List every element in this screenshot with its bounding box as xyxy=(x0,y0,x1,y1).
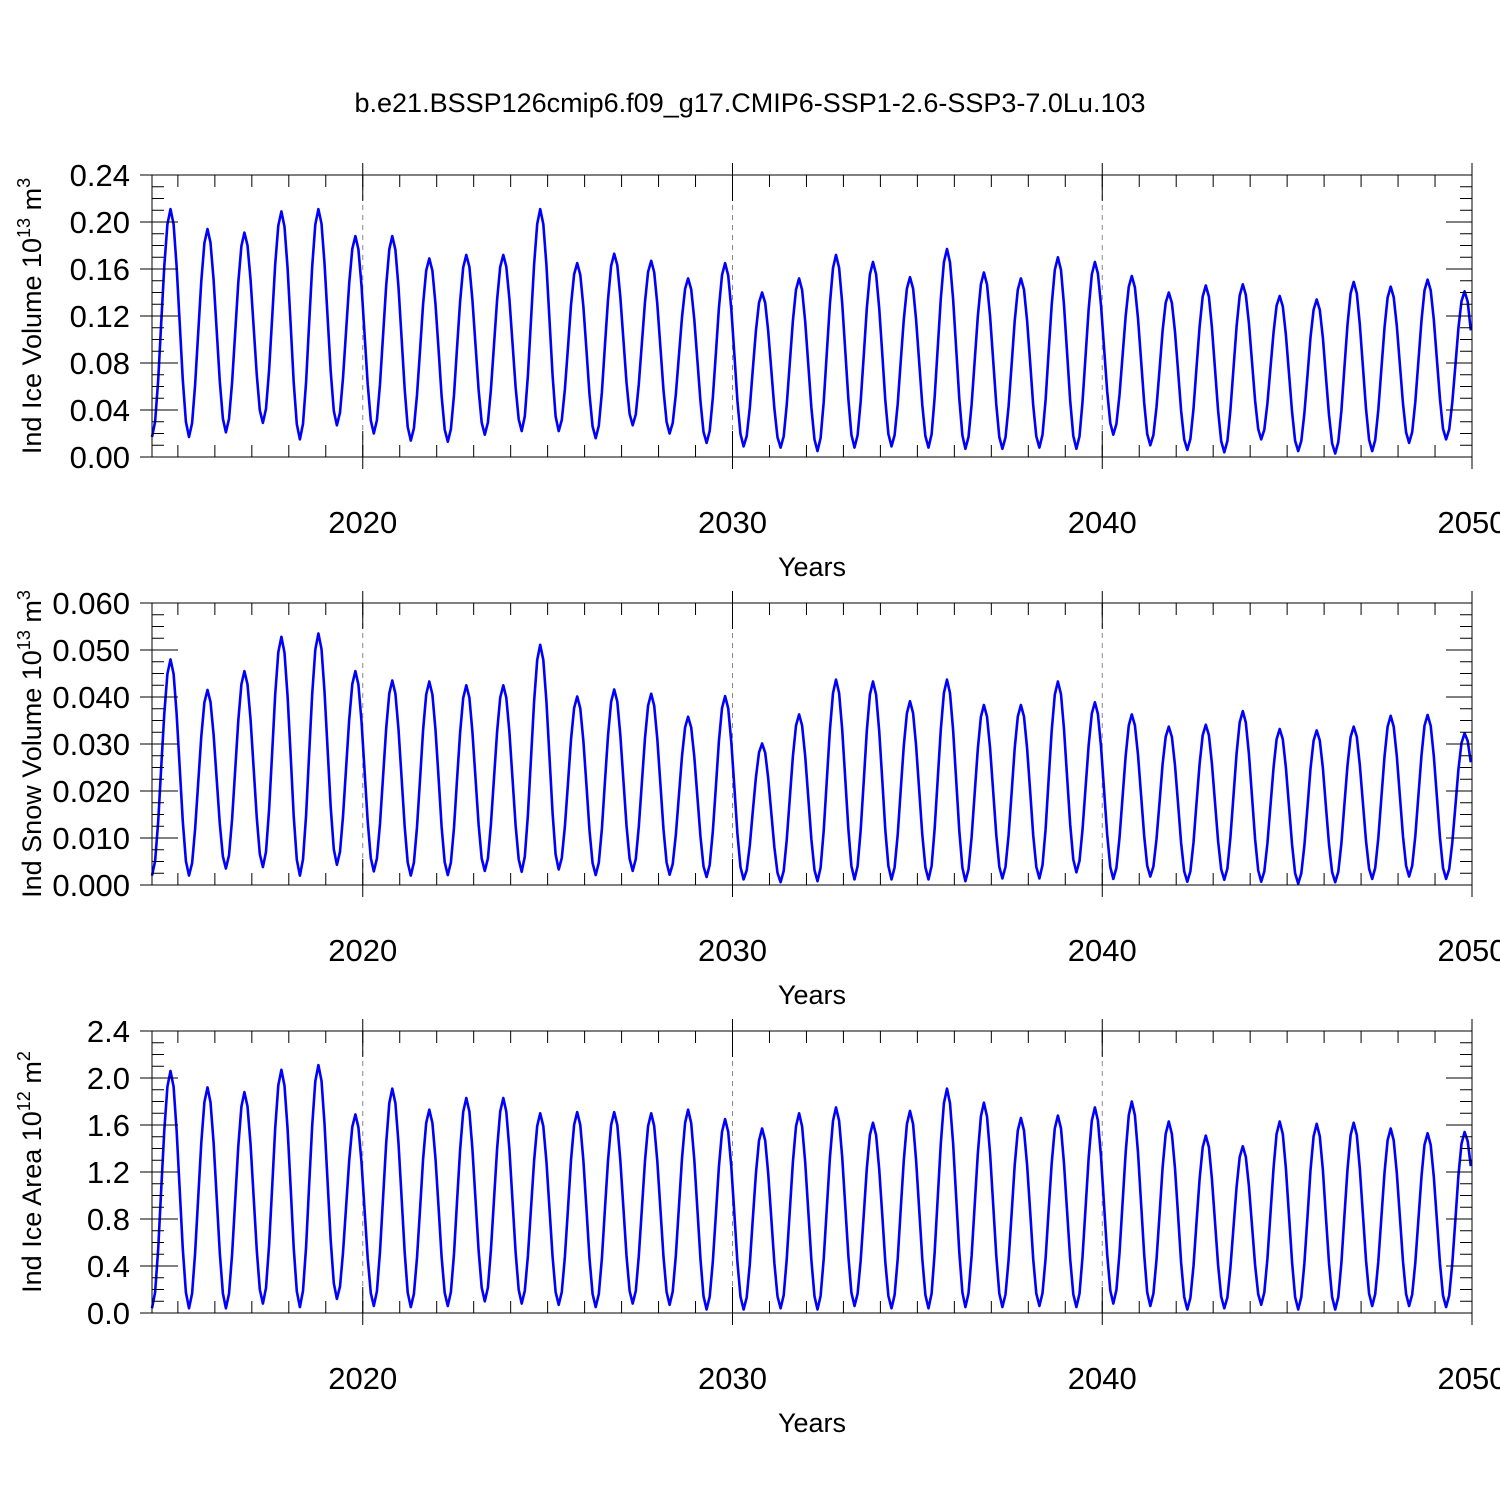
y-tick-label: 0.04 xyxy=(70,393,130,428)
y-tick-label: 0.12 xyxy=(70,299,130,334)
y-axis-label-unit: m xyxy=(17,600,47,630)
x-axis-label: Years xyxy=(778,980,846,1010)
x-tick-label: 2040 xyxy=(1068,933,1137,968)
y-axis-label-main: Ind Ice Volume 10 xyxy=(17,238,47,454)
snow-volume-series-line xyxy=(150,632,1473,885)
y-axis-label-exponent: 13 xyxy=(14,630,34,650)
y-tick-label: 1.6 xyxy=(87,1108,130,1143)
y-tick-label: 0.8 xyxy=(87,1202,130,1237)
y-axis-label: Ind Ice Volume 1013 m3 xyxy=(14,178,47,454)
x-tick-label: 2030 xyxy=(698,1361,767,1396)
y-tick-label: 0.000 xyxy=(52,868,130,903)
snow-volume-panel: 0.000 0.010 0.020 0.030 0.040 0.050 0.060 2020 2… xyxy=(14,586,1500,1010)
x-axis-label: Years xyxy=(778,552,846,582)
x-tick-label: 2030 xyxy=(698,505,767,540)
panels: 0.00 0.04 0.08 0.12 0.16 0.20 0.24 2020 2030 2040… xyxy=(14,158,1500,1438)
y-tick-label: 0.020 xyxy=(52,774,130,809)
y-axis-label-exponent: 12 xyxy=(14,1091,34,1111)
y-axis-label-unit: m xyxy=(17,1061,47,1091)
ice-area-panel: 0.0 0.4 0.8 1.2 1.6 2.0 2.4 2020 2030 2040 2050 Yea… xyxy=(14,1014,1500,1438)
y-tick-label: 0.20 xyxy=(70,205,130,240)
x-tick-label: 2040 xyxy=(1068,505,1137,540)
y-tick-label: 0.4 xyxy=(87,1249,130,1284)
y-axis-label-main: Ind Ice Area 10 xyxy=(17,1111,47,1293)
x-tick-label: 2050 xyxy=(1438,1361,1500,1396)
y-tick-label: 0.16 xyxy=(70,252,130,287)
y-tick-label: 0.010 xyxy=(52,821,130,856)
y-tick-label: 2.4 xyxy=(87,1014,130,1049)
ice-area-series-line xyxy=(150,1063,1473,1311)
y-axis-label-unit-exponent: 2 xyxy=(14,1051,34,1061)
x-tick-label: 2050 xyxy=(1438,933,1500,968)
y-axis-label-unit: m xyxy=(17,188,47,218)
x-axis-label: Years xyxy=(778,1408,846,1438)
y-axis-label-main: Ind Snow Volume 10 xyxy=(17,650,47,898)
x-tick-label: 2020 xyxy=(328,1361,397,1396)
x-tick-label: 2030 xyxy=(698,933,767,968)
figure-title: b.e21.BSSP126cmip6.f09_g17.CMIP6-SSP1-2.… xyxy=(355,88,1146,118)
y-axis-label: Ind Snow Volume 1013 m3 xyxy=(14,590,47,898)
y-axis-label-exponent: 13 xyxy=(14,218,34,238)
x-tick-label: 2020 xyxy=(328,933,397,968)
x-tick-label: 2020 xyxy=(328,505,397,540)
y-tick-label: 1.2 xyxy=(87,1155,130,1190)
y-axis-label-unit-exponent: 3 xyxy=(14,178,34,188)
y-tick-label: 0.00 xyxy=(70,440,130,475)
x-tick-label: 2050 xyxy=(1438,505,1500,540)
ice-volume-series-line xyxy=(150,207,1473,455)
y-axis-label: Ind Ice Area 1012 m2 xyxy=(14,1051,47,1293)
x-tick-label: 2040 xyxy=(1068,1361,1137,1396)
y-tick-label: 0.040 xyxy=(52,680,130,715)
ice-volume-panel: 0.00 0.04 0.08 0.12 0.16 0.20 0.24 2020 2030 2040… xyxy=(14,158,1500,582)
y-tick-label: 0.060 xyxy=(52,586,130,621)
y-tick-label: 0.24 xyxy=(70,158,130,193)
y-tick-label: 0.030 xyxy=(52,727,130,762)
y-axis-label-unit-exponent: 3 xyxy=(14,590,34,600)
y-tick-label: 2.0 xyxy=(87,1061,130,1096)
y-tick-label: 0.0 xyxy=(87,1296,130,1331)
y-tick-label: 0.050 xyxy=(52,633,130,668)
y-tick-label: 0.08 xyxy=(70,346,130,381)
